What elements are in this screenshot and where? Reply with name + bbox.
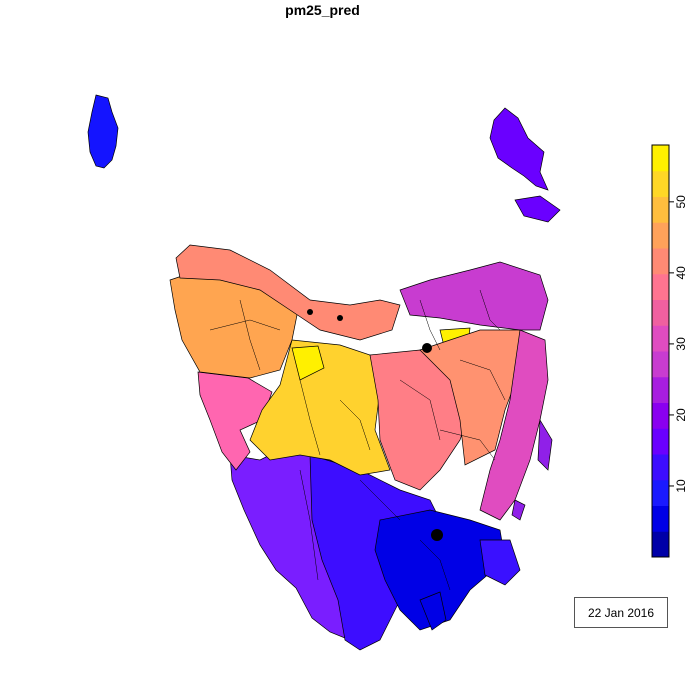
tasmania-north-east[interactable] xyxy=(399,261,549,331)
flinders-island[interactable] xyxy=(489,107,549,191)
date-label-box: 22 Jan 2016 xyxy=(574,597,668,628)
map-title: pm25_pred xyxy=(285,2,360,18)
tasmania-north-coast[interactable] xyxy=(175,244,401,341)
yellow-peak-west[interactable] xyxy=(291,345,325,381)
tasmania-south-east[interactable] xyxy=(374,509,506,631)
urban-clusters xyxy=(307,309,443,541)
cape-barren-island[interactable] xyxy=(514,195,561,223)
freycinet-peninsula[interactable] xyxy=(537,418,553,471)
bruny-island[interactable] xyxy=(419,591,447,631)
tasmania-south-central[interactable] xyxy=(309,454,441,651)
tasmania-east-coast[interactable] xyxy=(479,329,549,521)
maria-island[interactable] xyxy=(511,499,526,521)
king-island[interactable] xyxy=(87,94,119,169)
date-label: 22 Jan 2016 xyxy=(587,605,655,620)
tasmania-west-coast[interactable] xyxy=(197,371,273,471)
region-boundaries xyxy=(209,289,506,591)
tasman-peninsula[interactable] xyxy=(479,539,521,586)
